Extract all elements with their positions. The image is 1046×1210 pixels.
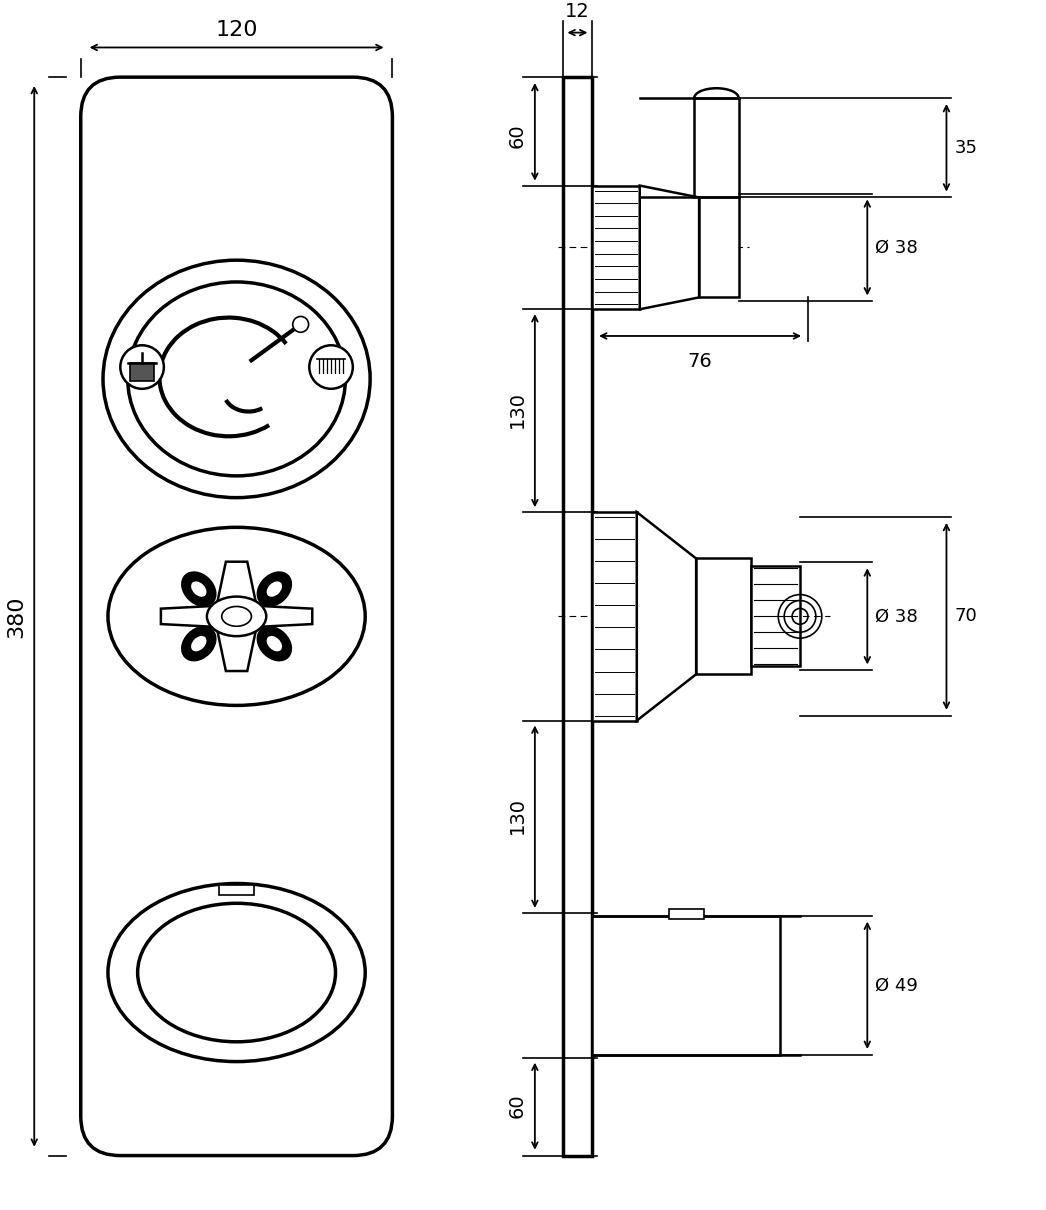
Ellipse shape <box>258 572 291 605</box>
Polygon shape <box>214 561 258 616</box>
Bar <box>669 909 704 918</box>
Circle shape <box>293 317 309 333</box>
Ellipse shape <box>128 282 345 476</box>
Text: Ø 49: Ø 49 <box>876 976 918 995</box>
Ellipse shape <box>266 581 282 598</box>
Circle shape <box>120 345 164 388</box>
Ellipse shape <box>190 635 207 652</box>
Circle shape <box>310 345 353 388</box>
Ellipse shape <box>207 597 267 636</box>
Text: 130: 130 <box>508 391 527 427</box>
Text: Ø 38: Ø 38 <box>876 607 918 626</box>
Text: 60: 60 <box>508 123 527 148</box>
Bar <box>592 512 637 721</box>
Ellipse shape <box>222 606 251 627</box>
Polygon shape <box>214 616 258 672</box>
Text: 60: 60 <box>508 1093 527 1118</box>
Text: 380: 380 <box>6 595 26 638</box>
Ellipse shape <box>266 635 282 652</box>
Polygon shape <box>637 512 697 721</box>
Ellipse shape <box>182 572 215 605</box>
Text: Ø 38: Ø 38 <box>876 238 918 257</box>
Bar <box>219 886 254 895</box>
Bar <box>130 363 154 381</box>
Ellipse shape <box>182 627 215 661</box>
Bar <box>592 916 780 1055</box>
Ellipse shape <box>108 883 365 1061</box>
Bar <box>699 197 738 298</box>
Ellipse shape <box>258 627 291 661</box>
Polygon shape <box>640 185 699 310</box>
Bar <box>563 77 592 1156</box>
Bar <box>697 559 751 674</box>
Ellipse shape <box>190 581 207 598</box>
FancyBboxPatch shape <box>81 77 392 1156</box>
Text: 35: 35 <box>954 139 977 157</box>
Bar <box>751 566 800 667</box>
Bar <box>592 185 640 310</box>
Text: 70: 70 <box>954 607 977 626</box>
Polygon shape <box>236 605 313 628</box>
Ellipse shape <box>108 528 365 705</box>
Text: 120: 120 <box>215 19 257 40</box>
Text: 76: 76 <box>687 352 712 370</box>
Text: 130: 130 <box>508 797 527 834</box>
Polygon shape <box>161 605 236 628</box>
Ellipse shape <box>138 904 336 1042</box>
Ellipse shape <box>103 260 370 497</box>
Text: 12: 12 <box>565 1 590 21</box>
